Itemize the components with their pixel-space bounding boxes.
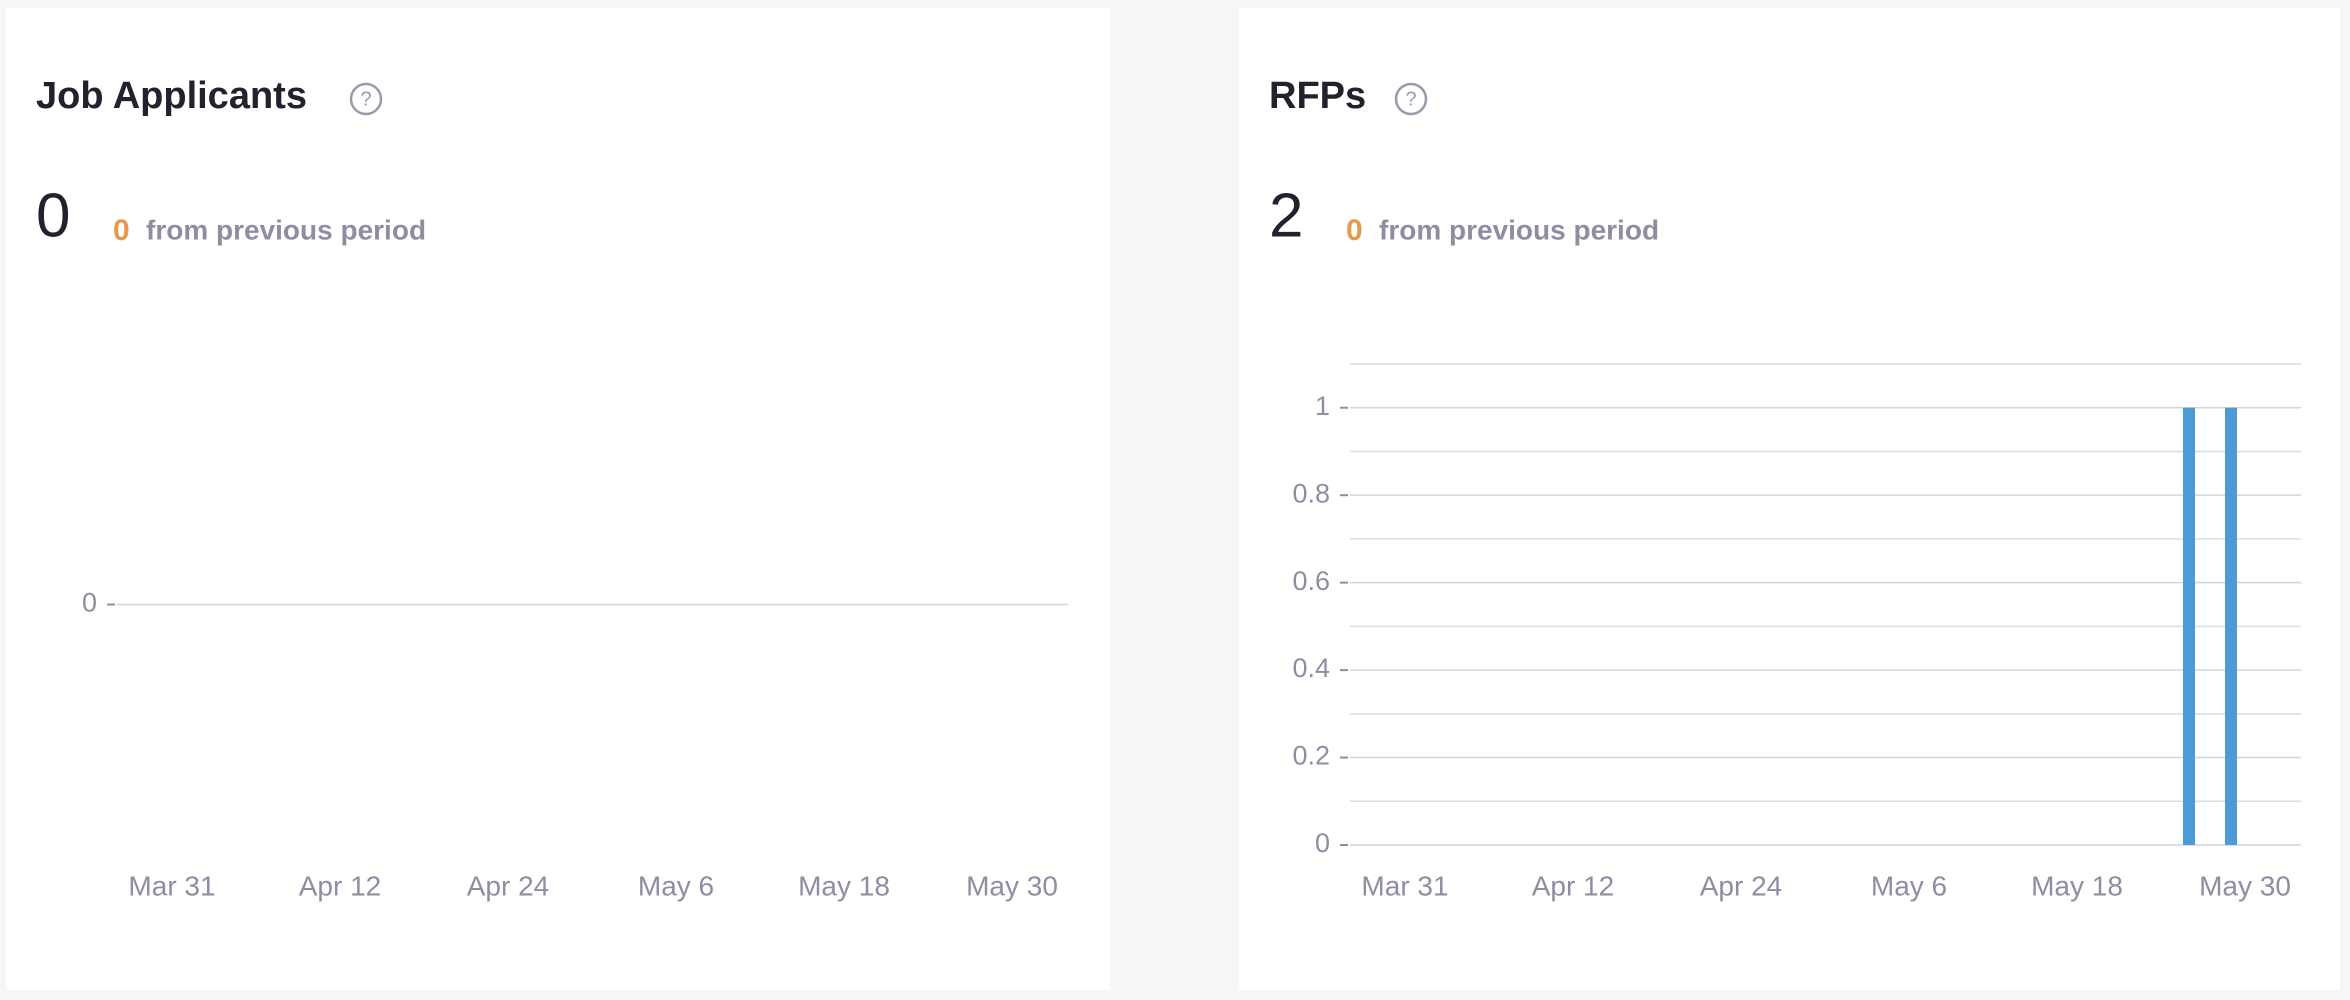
y-tick-label: 0.2 bbox=[1292, 741, 1330, 771]
y-tick-label: 1 bbox=[1315, 391, 1330, 421]
x-tick-label: May 6 bbox=[1871, 870, 1947, 901]
y-tick-label: 0 bbox=[1315, 828, 1330, 858]
x-tick-label: May 18 bbox=[798, 870, 890, 901]
y-tick-label: 0 bbox=[82, 588, 97, 618]
card bbox=[6, 8, 1110, 990]
help-icon[interactable]: ? bbox=[1394, 82, 1428, 116]
total-value: 0 bbox=[36, 181, 70, 250]
x-tick-label: May 6 bbox=[638, 870, 714, 901]
help-glyph: ? bbox=[1405, 88, 1416, 110]
x-tick-label: Apr 12 bbox=[299, 870, 382, 901]
change-value: 0 bbox=[113, 214, 130, 247]
x-tick-label: May 18 bbox=[2031, 870, 2123, 901]
help-icon[interactable]: ? bbox=[349, 82, 383, 116]
help-glyph: ? bbox=[360, 88, 371, 110]
total-value: 2 bbox=[1269, 181, 1303, 250]
x-tick-label: Mar 31 bbox=[128, 870, 215, 901]
change-text: from previous period bbox=[1379, 214, 1659, 245]
x-tick-label: Apr 12 bbox=[1532, 870, 1615, 901]
change-value: 0 bbox=[1346, 214, 1363, 247]
card-title: RFPs bbox=[1269, 75, 1366, 117]
card bbox=[1239, 8, 2340, 990]
x-tick-label: Apr 24 bbox=[1700, 870, 1783, 901]
y-tick-label: 0.8 bbox=[1292, 478, 1330, 508]
bar bbox=[2183, 407, 2195, 845]
x-tick-label: May 30 bbox=[966, 870, 1058, 901]
x-tick-label: May 30 bbox=[2199, 870, 2291, 901]
change-text: from previous period bbox=[146, 214, 426, 245]
y-tick-label: 0.6 bbox=[1292, 566, 1330, 596]
y-tick-label: 0.4 bbox=[1292, 653, 1330, 683]
x-tick-label: Mar 31 bbox=[1361, 870, 1448, 901]
bar bbox=[2225, 407, 2237, 845]
x-tick-label: Apr 24 bbox=[467, 870, 550, 901]
card-title: Job Applicants bbox=[36, 75, 307, 117]
